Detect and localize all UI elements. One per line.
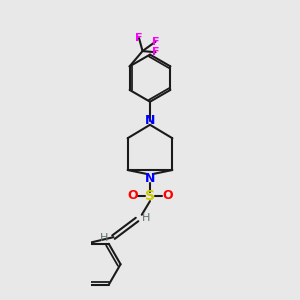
Text: F: F (135, 33, 143, 43)
Text: H: H (142, 213, 150, 223)
Text: N: N (145, 114, 155, 127)
Text: N: N (145, 172, 155, 185)
Text: O: O (162, 189, 173, 203)
Text: O: O (127, 189, 138, 203)
Text: F: F (152, 37, 159, 46)
Text: H: H (100, 233, 109, 243)
Text: S: S (145, 189, 155, 203)
Text: F: F (152, 47, 159, 57)
